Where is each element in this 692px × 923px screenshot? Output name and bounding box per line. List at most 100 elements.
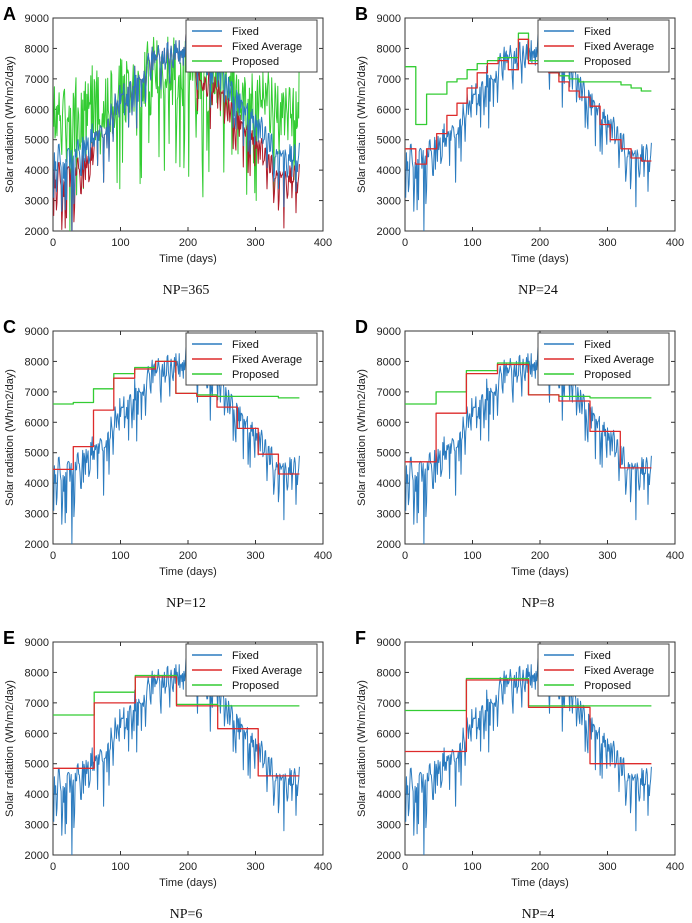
y-axis-label: Solar radiation (Wh/m2/day) bbox=[4, 369, 16, 506]
x-tick-label: 0 bbox=[402, 237, 408, 249]
series-fixed-average-line bbox=[53, 676, 300, 777]
x-tick-label: 400 bbox=[666, 237, 684, 249]
legend-label: Proposed bbox=[232, 369, 279, 381]
chart-panel-b: B 2000 3000 4000 5000 6000 7000 8000 9000 0 100 200… bbox=[355, 4, 684, 298]
y-axis-label: Solar radiation (Wh/m2/day) bbox=[4, 680, 16, 817]
legend-label: Proposed bbox=[232, 680, 279, 692]
y-tick-label: 5000 bbox=[377, 448, 401, 460]
x-tick-label: 300 bbox=[246, 550, 264, 562]
legend-label: Proposed bbox=[232, 56, 279, 68]
y-tick-label: 7000 bbox=[25, 698, 49, 710]
legend-label: Proposed bbox=[584, 680, 631, 692]
series-fixed-average-line bbox=[53, 360, 300, 475]
y-tick-label: 4000 bbox=[377, 165, 401, 177]
legend: Fixed Fixed Average Proposed bbox=[537, 332, 670, 386]
legend: Fixed Fixed Average Proposed bbox=[537, 19, 670, 73]
x-tick-label: 200 bbox=[531, 237, 549, 249]
y-tick-label: 3000 bbox=[377, 820, 401, 832]
panel-letter: B bbox=[355, 4, 368, 24]
y-tick-label: 3000 bbox=[25, 196, 49, 208]
y-tick-label: 5000 bbox=[25, 135, 49, 147]
y-tick-label: 3000 bbox=[377, 509, 401, 521]
x-tick-label: 0 bbox=[50, 550, 56, 562]
x-axis-label: Time (days) bbox=[159, 253, 217, 265]
panel-caption: NP=24 bbox=[518, 283, 558, 298]
series-proposed-line bbox=[405, 362, 652, 405]
series-fixed-average-line bbox=[405, 363, 652, 469]
y-axis-label: Solar radiation (Wh/m2/day) bbox=[356, 680, 368, 817]
y-tick-label: 4000 bbox=[25, 789, 49, 801]
y-tick-label: 7000 bbox=[25, 74, 49, 86]
x-tick-label: 300 bbox=[598, 237, 616, 249]
y-tick-label: 8000 bbox=[377, 43, 401, 55]
series-proposed-line bbox=[405, 32, 652, 126]
y-tick-label: 7000 bbox=[377, 698, 401, 710]
legend-label: Fixed bbox=[232, 26, 259, 38]
panel-caption: NP=12 bbox=[166, 596, 206, 611]
x-axis-label: Time (days) bbox=[159, 566, 217, 578]
series-fixed-line bbox=[405, 657, 652, 855]
panel-letter: C bbox=[3, 317, 16, 337]
legend-label: Fixed bbox=[232, 650, 259, 662]
x-tick-label: 100 bbox=[111, 861, 129, 873]
y-tick-label: 3000 bbox=[25, 820, 49, 832]
x-tick-label: 200 bbox=[531, 861, 549, 873]
series-fixed-line bbox=[53, 33, 300, 231]
y-tick-label: 5000 bbox=[377, 135, 401, 147]
x-tick-label: 0 bbox=[402, 861, 408, 873]
x-tick-label: 0 bbox=[50, 237, 56, 249]
y-tick-label: 8000 bbox=[25, 43, 49, 55]
y-tick-label: 8000 bbox=[377, 667, 401, 679]
y-tick-label: 3000 bbox=[25, 509, 49, 521]
y-axis-label: Solar radiation (Wh/m2/day) bbox=[356, 56, 368, 193]
y-tick-label: 4000 bbox=[25, 165, 49, 177]
x-axis-label: Time (days) bbox=[511, 253, 569, 265]
x-tick-label: 0 bbox=[402, 550, 408, 562]
x-tick-label: 200 bbox=[179, 861, 197, 873]
x-tick-label: 100 bbox=[463, 550, 481, 562]
series-group bbox=[405, 32, 652, 231]
y-tick-label: 2000 bbox=[25, 850, 49, 862]
panel-letter: D bbox=[355, 317, 368, 337]
y-tick-label: 7000 bbox=[377, 387, 401, 399]
y-tick-label: 5000 bbox=[25, 759, 49, 771]
x-tick-label: 300 bbox=[246, 861, 264, 873]
x-tick-label: 400 bbox=[314, 550, 332, 562]
x-tick-label: 400 bbox=[314, 237, 332, 249]
legend-label: Fixed bbox=[232, 339, 259, 351]
y-tick-label: 8000 bbox=[25, 667, 49, 679]
y-tick-label: 4000 bbox=[25, 478, 49, 490]
y-tick-label: 9000 bbox=[25, 637, 49, 649]
x-tick-label: 300 bbox=[598, 550, 616, 562]
chart-panel-f: F 2000 3000 4000 5000 6000 7000 8000 9000 0 100 200… bbox=[355, 628, 684, 922]
y-tick-label: 4000 bbox=[377, 478, 401, 490]
y-tick-label: 2000 bbox=[377, 226, 401, 238]
series-fixed-average-line bbox=[405, 679, 652, 765]
legend-label: Fixed Average bbox=[232, 354, 302, 366]
y-tick-label: 9000 bbox=[25, 326, 49, 338]
y-tick-label: 9000 bbox=[377, 13, 401, 25]
y-axis-label: Solar radiation (Wh/m2/day) bbox=[4, 56, 16, 193]
y-tick-label: 4000 bbox=[377, 789, 401, 801]
x-tick-label: 400 bbox=[666, 861, 684, 873]
y-tick-label: 6000 bbox=[377, 104, 401, 116]
series-group bbox=[53, 25, 300, 231]
legend-label: Proposed bbox=[584, 369, 631, 381]
panel-letter: A bbox=[3, 4, 16, 24]
x-tick-label: 0 bbox=[50, 861, 56, 873]
x-tick-label: 200 bbox=[179, 550, 197, 562]
x-tick-label: 100 bbox=[463, 861, 481, 873]
y-tick-label: 2000 bbox=[377, 539, 401, 551]
series-group bbox=[53, 657, 300, 855]
x-tick-label: 400 bbox=[314, 861, 332, 873]
x-tick-label: 300 bbox=[246, 237, 264, 249]
x-tick-label: 300 bbox=[598, 861, 616, 873]
x-axis-label: Time (days) bbox=[511, 566, 569, 578]
series-group bbox=[405, 657, 652, 855]
y-tick-label: 8000 bbox=[377, 356, 401, 368]
panel-caption: NP=6 bbox=[170, 907, 203, 922]
y-tick-label: 5000 bbox=[25, 448, 49, 460]
chart-panel-e: E 2000 3000 4000 5000 6000 7000 8000 9000 0 100 200… bbox=[3, 628, 332, 922]
legend-label: Fixed bbox=[584, 339, 611, 351]
